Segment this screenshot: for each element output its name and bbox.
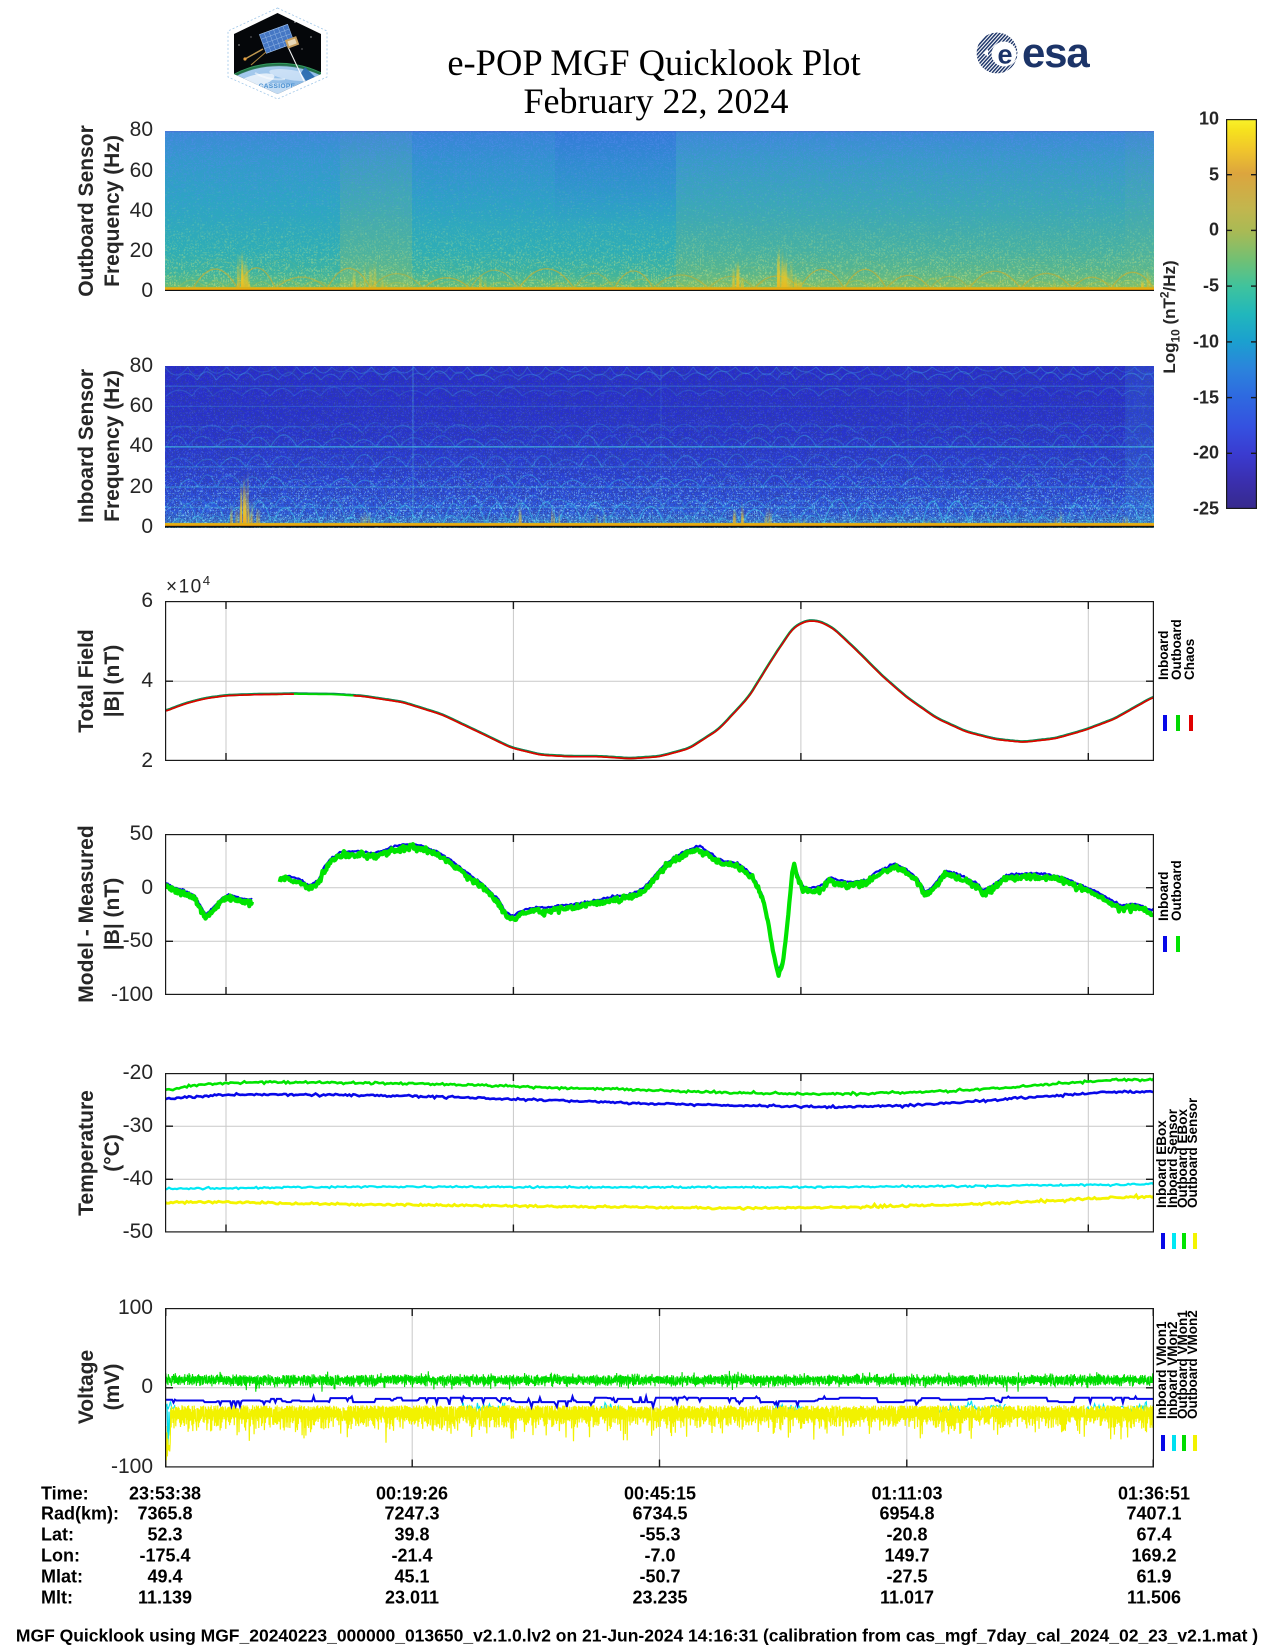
svg-text:CASSIOPE: CASSIOPE xyxy=(259,83,296,90)
svg-text:e: e xyxy=(997,40,1012,70)
svg-text:esa: esa xyxy=(1022,29,1090,76)
